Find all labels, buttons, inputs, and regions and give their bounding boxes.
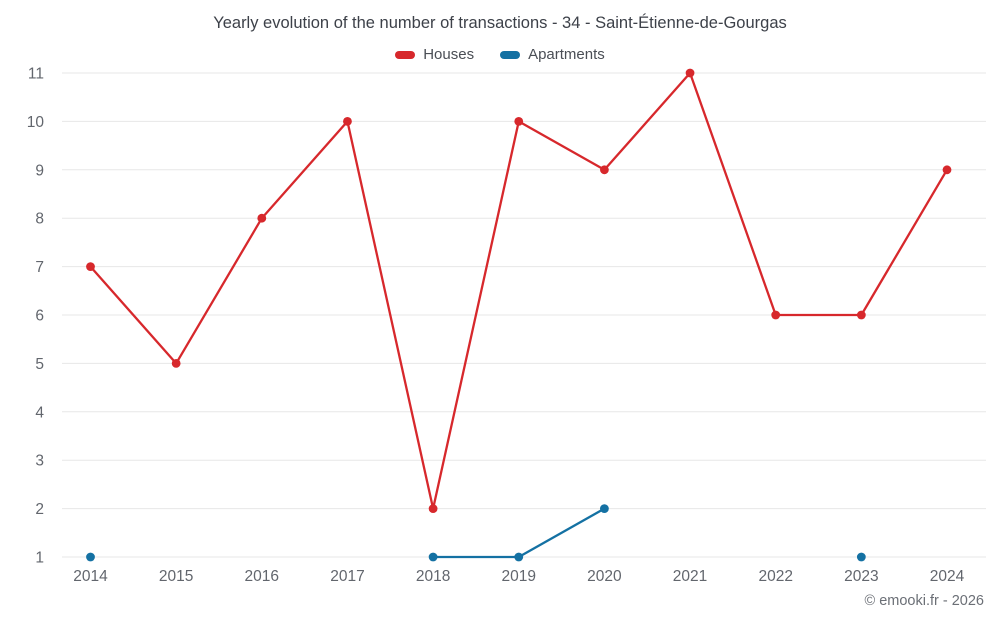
y-axis-label: 10 (27, 114, 45, 131)
legend-item-houses[interactable]: Houses (395, 46, 474, 63)
data-point-houses[interactable] (600, 165, 609, 175)
data-point-apartments[interactable] (600, 504, 609, 513)
apartments-legend-label: Apartments (528, 46, 605, 63)
data-point-houses[interactable] (514, 117, 524, 126)
legend-item-apartments[interactable]: Apartments (500, 46, 605, 63)
x-axis-label: 2021 (673, 568, 707, 585)
data-point-apartments[interactable] (856, 552, 866, 562)
data-point-houses[interactable] (428, 504, 438, 513)
data-point-apartments[interactable] (428, 552, 438, 562)
data-point-houses[interactable] (171, 359, 181, 368)
y-axis-label: 2 (35, 501, 44, 518)
x-axis-label: 2023 (844, 568, 878, 585)
data-point-apartments[interactable] (514, 552, 524, 562)
line-chart: 1 2 3 4 5 6 7 8 9 10 11 2014 2015 2016 2017 2018 2019 202… (27, 66, 986, 585)
y-axis-label: 8 (35, 211, 44, 228)
x-axis-label: 2016 (245, 568, 279, 585)
data-point-houses[interactable] (685, 68, 695, 78)
data-point-houses[interactable] (942, 165, 952, 175)
x-axis-label: 2017 (330, 568, 364, 585)
y-axis-label: 3 (35, 453, 44, 470)
y-axis-label: 5 (35, 356, 44, 373)
data-point-houses[interactable] (257, 213, 267, 223)
data-point-apartments[interactable] (86, 552, 95, 562)
data-point-houses[interactable] (856, 310, 866, 320)
y-axis-label: 4 (35, 404, 44, 421)
x-axis-label: 2015 (159, 568, 193, 585)
x-axis-label: 2024 (930, 568, 965, 585)
y-axis-label: 7 (35, 259, 44, 276)
chart-title: Yearly evolution of the number of transa… (213, 14, 787, 32)
houses-legend-swatch (395, 50, 416, 59)
y-axis-label: 11 (28, 66, 44, 83)
x-axis-label: 2014 (73, 568, 108, 585)
data-point-houses[interactable] (771, 310, 781, 320)
x-axis-label: 2022 (758, 568, 792, 585)
x-axis-label: 2018 (416, 568, 450, 585)
apartments-legend-swatch (500, 50, 521, 59)
y-axis-label: 6 (35, 308, 44, 325)
x-axis-label: 2019 (502, 568, 536, 585)
series-line-apartments (431, 507, 606, 559)
x-axis-label: 2020 (587, 568, 622, 585)
y-axis-label: 1 (35, 550, 44, 567)
data-point-houses[interactable] (343, 117, 352, 126)
watermark: © emooki.fr - 2026 (864, 593, 984, 609)
y-axis-label: 9 (35, 162, 44, 179)
data-point-houses[interactable] (86, 262, 95, 271)
legend: Houses Apartments (0, 46, 1000, 63)
houses-legend-label: Houses (423, 46, 475, 63)
series-line-houses (89, 71, 949, 510)
